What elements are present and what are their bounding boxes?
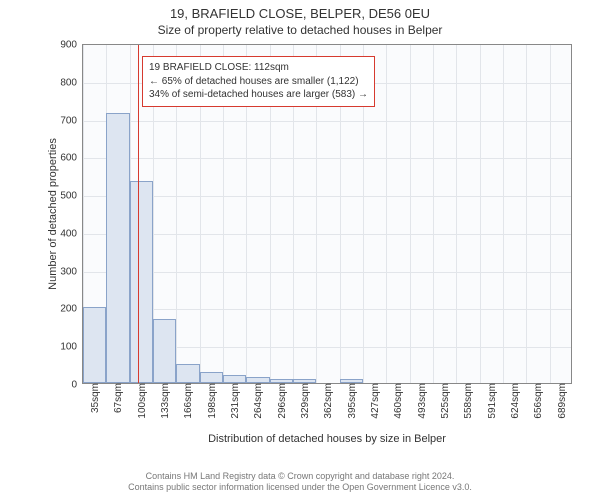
info-box-line: ← 65% of detached houses are smaller (1,…	[149, 75, 368, 89]
histogram-bar	[106, 113, 129, 383]
xtick-label: 395sqm	[343, 383, 358, 419]
x-axis-label: Distribution of detached houses by size …	[83, 433, 571, 445]
xtick-label: 591sqm	[483, 383, 498, 419]
marker-line	[138, 45, 139, 383]
ytick-label: 300	[60, 266, 83, 277]
xtick-label: 493sqm	[413, 383, 428, 419]
xtick-label: 329sqm	[296, 383, 311, 419]
gridline-v	[433, 45, 434, 383]
xtick-label: 133sqm	[156, 383, 171, 419]
histogram-bar	[176, 364, 199, 383]
histogram-bar	[246, 377, 269, 383]
gridline-h	[83, 158, 571, 159]
gridline-h	[83, 272, 571, 273]
ytick-label: 100	[60, 342, 83, 353]
footer-line1: Contains HM Land Registry data © Crown c…	[0, 471, 600, 483]
title-sub: Size of property relative to detached ho…	[0, 21, 600, 37]
gridline-v	[503, 45, 504, 383]
title-main: 19, BRAFIELD CLOSE, BELPER, DE56 0EU	[0, 0, 600, 21]
xtick-label: 231sqm	[226, 383, 241, 419]
ytick-label: 600	[60, 153, 83, 164]
gridline-v	[410, 45, 411, 383]
ytick-label: 400	[60, 228, 83, 239]
gridline-v	[526, 45, 527, 383]
ytick-label: 0	[71, 380, 83, 391]
gridline-h	[83, 309, 571, 310]
plot-area: Number of detached properties Distributi…	[82, 44, 572, 384]
footer-attribution: Contains HM Land Registry data © Crown c…	[0, 471, 600, 494]
gridline-v	[386, 45, 387, 383]
gridline-v	[550, 45, 551, 383]
xtick-label: 67sqm	[109, 383, 124, 413]
ytick-label: 500	[60, 191, 83, 202]
y-axis-label: Number of detached properties	[47, 138, 59, 290]
histogram-bar	[200, 372, 223, 383]
gridline-h	[83, 196, 571, 197]
xtick-label: 362sqm	[319, 383, 334, 419]
gridline-v	[456, 45, 457, 383]
xtick-label: 296sqm	[273, 383, 288, 419]
xtick-label: 264sqm	[249, 383, 264, 419]
ytick-label: 200	[60, 304, 83, 315]
gridline-v	[480, 45, 481, 383]
histogram-bar	[270, 379, 293, 383]
ytick-label: 800	[60, 77, 83, 88]
histogram-bar	[340, 379, 363, 383]
xtick-label: 624sqm	[506, 383, 521, 419]
histogram-bar	[130, 181, 153, 383]
xtick-label: 166sqm	[179, 383, 194, 419]
xtick-label: 689sqm	[553, 383, 568, 419]
gridline-h	[83, 234, 571, 235]
histogram-bar	[223, 375, 246, 383]
xtick-label: 460sqm	[389, 383, 404, 419]
info-box: 19 BRAFIELD CLOSE: 112sqm← 65% of detach…	[142, 56, 375, 107]
histogram-bar	[83, 307, 106, 383]
xtick-label: 525sqm	[436, 383, 451, 419]
ytick-label: 700	[60, 115, 83, 126]
xtick-label: 558sqm	[459, 383, 474, 419]
info-box-line: 34% of semi-detached houses are larger (…	[149, 88, 368, 102]
xtick-label: 100sqm	[133, 383, 148, 419]
gridline-h	[83, 121, 571, 122]
histogram-bar	[153, 319, 176, 383]
chart-container: Number of detached properties Distributi…	[52, 44, 572, 414]
xtick-label: 35sqm	[86, 383, 101, 413]
xtick-label: 198sqm	[203, 383, 218, 419]
ytick-label: 900	[60, 40, 83, 51]
info-box-line: 19 BRAFIELD CLOSE: 112sqm	[149, 61, 368, 75]
footer-line2: Contains public sector information licen…	[0, 482, 600, 494]
histogram-bar	[293, 379, 316, 383]
xtick-label: 656sqm	[529, 383, 544, 419]
xtick-label: 427sqm	[366, 383, 381, 419]
